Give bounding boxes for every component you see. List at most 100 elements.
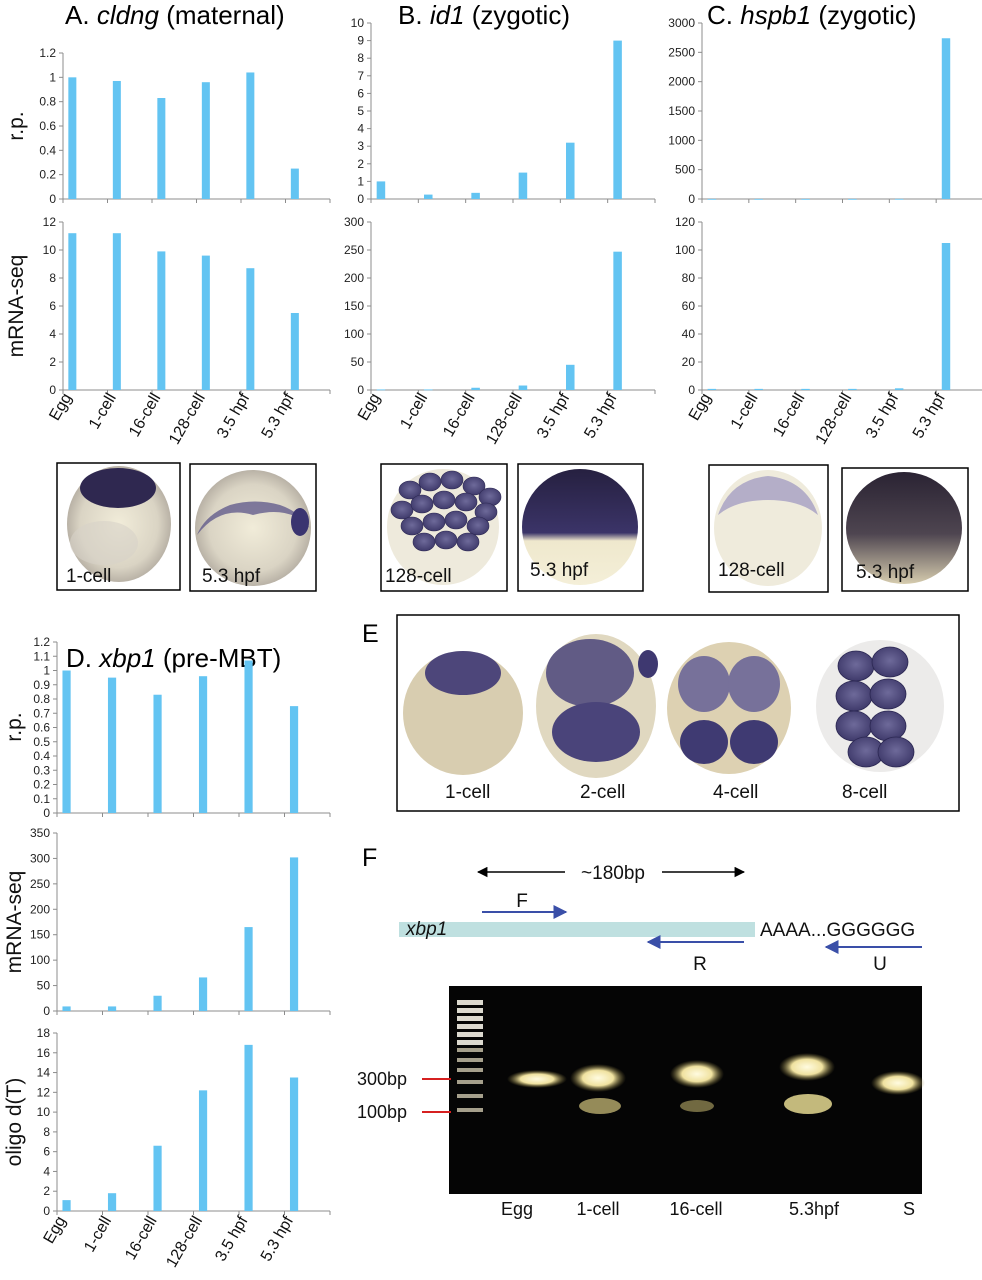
bar-16-cell	[801, 388, 810, 390]
y-tick-label: 0.2	[33, 778, 50, 792]
lane-label: Egg	[501, 1199, 533, 1219]
category-label: 16-cell	[126, 391, 164, 440]
blastomere	[871, 646, 909, 678]
y-tick-label: 50	[351, 355, 365, 369]
panel-F: F ~180bp xbp1 AAAA...GGGGGG F R U 300bp	[357, 844, 925, 1219]
y-tick-label: 300	[30, 851, 50, 865]
category-label: 5.3 hpf	[258, 1213, 297, 1264]
bar-Egg	[376, 181, 386, 199]
chart-D-row-0: 00.10.20.30.40.50.60.70.80.911.11.2 r.p.	[3, 635, 331, 820]
category-label: 16-cell	[440, 390, 478, 439]
category-label: 16-cell	[122, 1214, 160, 1263]
y-tick-label: 2	[49, 355, 56, 369]
category-label: 1-cell	[86, 391, 120, 433]
y-tick-label: 120	[675, 215, 695, 229]
bar-5.3hpf	[613, 40, 622, 199]
y-tick-label: 2	[43, 1184, 50, 1198]
bar-128-cell	[518, 385, 528, 390]
bar-128-cell	[201, 255, 210, 390]
y-tick-label: 2500	[668, 45, 695, 59]
y-axis-label: mRNA-seq	[5, 255, 28, 358]
bar-5.3hpf	[289, 706, 299, 813]
y-tick-label: 0	[688, 383, 695, 397]
bar-16-cell	[153, 694, 162, 813]
y-tick-label: 350	[30, 826, 50, 840]
blastomere	[398, 480, 422, 500]
blastomere	[410, 494, 434, 514]
in-situ-A-5.3hpf: 5.3 hpf	[189, 463, 317, 592]
bar-5.3hpf	[941, 38, 951, 200]
y-tick-label: 6	[357, 86, 364, 100]
bar-3.5hpf	[244, 1044, 253, 1211]
y-tick-label: 0.4	[33, 749, 50, 763]
y-tick-label: 0.5	[33, 735, 50, 749]
category-label: 5.3 hpf	[259, 390, 298, 441]
y-tick-label: 40	[682, 327, 696, 341]
blastomere	[422, 512, 446, 532]
embryo-label: 2-cell	[580, 782, 625, 803]
y-tick-label: 12	[37, 1085, 51, 1099]
primer-R-label: R	[693, 954, 707, 975]
bar-1-cell	[107, 1193, 117, 1211]
y-tick-label: 4	[49, 327, 56, 341]
bar-5.3hpf	[613, 251, 622, 390]
blastomere	[454, 492, 478, 512]
ladder-band	[457, 1080, 483, 1084]
y-tick-label: 9	[357, 34, 364, 48]
bar-Egg	[62, 670, 71, 813]
y-tick-label: 0	[688, 192, 695, 206]
y-tick-label: 80	[682, 271, 696, 285]
y-tick-label: 4	[357, 122, 364, 136]
band-5.3hpf-upper	[779, 1053, 835, 1081]
panel-E: E 1-cell 2-cell 4-cell 8-cel	[362, 614, 960, 812]
blastomere	[869, 710, 907, 742]
bar-3.5hpf	[566, 142, 575, 199]
blastomere	[400, 516, 424, 536]
in-situ-A-1cell: 1-cell	[56, 462, 181, 591]
bar-128-cell	[848, 388, 857, 390]
y-tick-label: 20	[682, 355, 696, 369]
y-tick-label: 0	[49, 383, 56, 397]
y-axis-label: oligo d(T)	[3, 1078, 26, 1167]
blastomere	[877, 736, 915, 768]
blastomere	[418, 472, 442, 492]
bar-1-cell	[107, 677, 117, 813]
blastomere	[456, 532, 480, 552]
y-tick-label: 2	[357, 157, 364, 171]
y-tick-label: 1.2	[39, 46, 56, 60]
y-tick-label: 1	[43, 664, 50, 678]
y-tick-label: 0	[43, 1004, 50, 1018]
bar-5.3hpf	[289, 857, 299, 1011]
bar-3.5hpf	[244, 660, 253, 813]
y-tick-label: 10	[43, 243, 57, 257]
y-tick-label: 10	[37, 1105, 51, 1119]
bar-128-cell	[201, 82, 210, 199]
bar-128-cell	[198, 1090, 208, 1211]
marker-300bp-label: 300bp	[357, 1069, 407, 1089]
bar-16-cell	[153, 995, 162, 1011]
y-tick-label: 60	[682, 299, 696, 313]
y-tick-label: 200	[344, 271, 364, 285]
chart-B-row-0: 0 1 2 3 4 5 6 7 8 9 10	[351, 16, 656, 206]
dna-ladder	[457, 1000, 483, 1112]
band-S	[871, 1071, 925, 1095]
category-label: Egg	[41, 1214, 70, 1247]
panel-title-D: D. xbp1 (pre-MBT)	[66, 643, 281, 673]
bar-1-cell	[424, 194, 433, 199]
y-tick-label: 0.8	[39, 95, 56, 109]
chart-D-row-2: 0 2 4 6 8 10 12 14 16 18 oligo d(T)	[3, 1026, 331, 1218]
y-tick-label: 200	[30, 902, 50, 916]
bar-3.5hpf	[246, 72, 255, 199]
y-tick-label: 1500	[668, 104, 695, 118]
y-tick-label: 50	[37, 979, 51, 993]
span-label: ~180bp	[581, 863, 645, 884]
y-tick-label: 8	[49, 271, 56, 285]
category-label: 128-cell	[166, 391, 209, 448]
bar-3.5hpf	[566, 364, 575, 390]
band-5.3hpf-lower	[784, 1094, 832, 1114]
panel-title-C: C. hspb1 (zygotic)	[707, 0, 917, 30]
embryo-label: 8-cell	[842, 782, 887, 803]
bar-16-cell	[157, 251, 166, 390]
in-situ-label: 1-cell	[66, 566, 111, 587]
y-tick-label: 100	[344, 327, 364, 341]
